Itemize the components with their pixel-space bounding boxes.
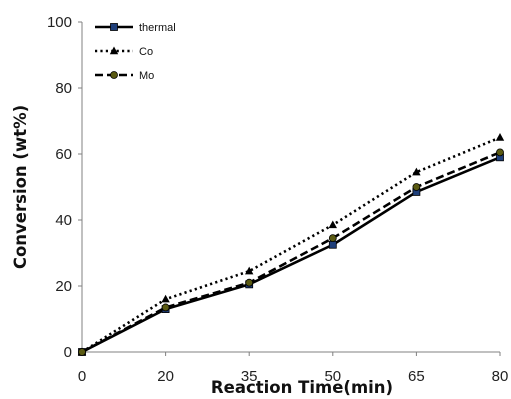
x-tick-label: 65	[408, 368, 425, 385]
x-tick-label: 0	[78, 368, 86, 385]
x-tick-label: 35	[241, 368, 258, 385]
legend-swatch-marker	[109, 46, 119, 55]
y-axis-title: Conversion (wt%)	[11, 105, 30, 269]
y-tick-label: 100	[47, 14, 72, 31]
series-layer	[77, 133, 505, 356]
legend-swatch-marker	[110, 23, 118, 31]
data-point-thermal	[328, 240, 337, 249]
x-axis-title: Reaction Time(min)	[211, 378, 393, 397]
legend-label: thermal	[139, 22, 176, 34]
data-point-mo	[245, 278, 254, 287]
y-tick-label: 80	[55, 80, 72, 97]
series-line-mo	[81, 151, 501, 354]
y-tick-label: 0	[64, 344, 72, 361]
series-line-thermal	[81, 156, 501, 354]
x-tick-label: 80	[492, 368, 509, 385]
legend: thermal Co Mo	[95, 22, 176, 82]
series-line-co	[81, 136, 501, 354]
series-mo	[78, 148, 504, 356]
legend-swatch-marker	[110, 71, 118, 79]
x-tick-label: 50	[324, 368, 341, 385]
legend-item: Co	[95, 46, 153, 58]
data-point-mo	[412, 183, 421, 191]
data-point-co	[328, 220, 337, 229]
data-point-co	[412, 167, 421, 176]
data-point-co	[245, 266, 254, 275]
legend-label: Co	[139, 46, 153, 58]
x-tick-label: 20	[157, 368, 174, 385]
legend-label: Mo	[139, 70, 154, 82]
data-point-co	[495, 133, 505, 141]
plot-area: 0 20 40 60 80 100 0 20 35 50 65 80	[47, 14, 508, 385]
y-tick-label: 40	[55, 212, 72, 229]
data-point-mo	[328, 234, 337, 243]
series-thermal	[78, 153, 504, 356]
y-tick-label: 20	[55, 278, 72, 295]
data-point-co	[161, 294, 170, 303]
y-tick-label: 60	[55, 146, 72, 163]
data-point-mo	[161, 303, 170, 312]
x-ticks: 0 20 35 50 65 80	[78, 352, 509, 385]
data-point-mo	[496, 148, 504, 157]
legend-item: Mo	[95, 70, 154, 82]
legend-item: thermal	[95, 22, 176, 34]
data-point-mo	[78, 348, 86, 356]
y-ticks: 0 20 40 60 80 100	[47, 14, 82, 361]
